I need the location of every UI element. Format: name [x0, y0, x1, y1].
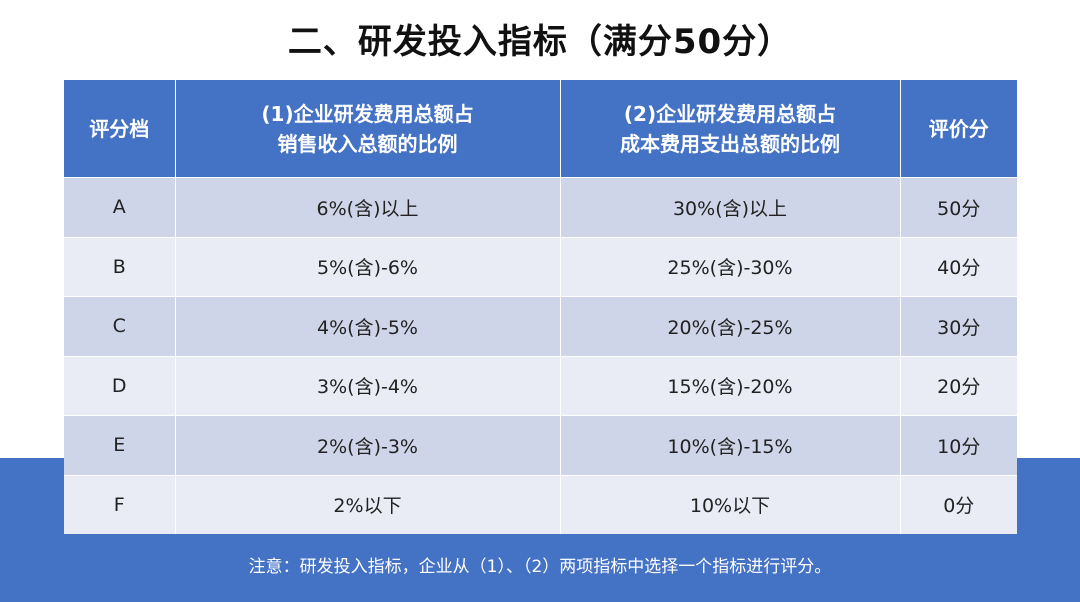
page-title: 二、研发投入指标（满分50分） [287, 22, 793, 62]
cell-grade: F [64, 474, 176, 534]
cell-score: 40分 [900, 236, 1017, 297]
table-row: B 5%(含)-6% 25%(含)-30% 40分 [64, 236, 1017, 297]
cell-grade: E [64, 415, 176, 475]
cell-grade: D [64, 355, 176, 416]
cell-ratio-sales: 2%(含)-3% [175, 415, 561, 475]
footnote: 注意：研发投入指标，企业从（1）、（2）两项指标中选择一个指标进行评分。 [248, 557, 832, 577]
cell-ratio-sales: 6%(含)以上 [175, 177, 561, 237]
cell-ratio-cost: 10%以下 [560, 474, 901, 534]
header-ratio-cost-line1: (2)企业研发费用总额占 [623, 101, 837, 126]
table-row: C 4%(含)-5% 20%(含)-25% 30分 [64, 296, 1017, 356]
cell-score: 30分 [900, 296, 1017, 356]
table-row: F 2%以下 10%以下 0分 [64, 474, 1017, 534]
table-row: A 6%(含)以上 30%(含)以上 50分 [64, 177, 1017, 237]
cell-grade: B [64, 236, 176, 297]
cell-ratio-sales: 5%(含)-6% [175, 236, 561, 297]
score-table: 评分档 (1)企业研发费用总额占 销售收入总额的比例 (2)企业研发费用总额占 … [64, 80, 1017, 534]
header-score-label: 评价分 [928, 116, 989, 141]
table-row: D 3%(含)-4% 15%(含)-20% 20分 [64, 355, 1017, 416]
cell-ratio-cost: 25%(含)-30% [560, 236, 901, 297]
cell-score: 20分 [900, 355, 1017, 416]
cell-ratio-cost: 10%(含)-15% [560, 415, 901, 475]
header-grade: 评分档 [64, 80, 176, 178]
cell-ratio-cost: 30%(含)以上 [560, 177, 901, 237]
cell-ratio-sales: 4%(含)-5% [175, 296, 561, 356]
table-header-row: 评分档 (1)企业研发费用总额占 销售收入总额的比例 (2)企业研发费用总额占 … [64, 80, 1017, 178]
cell-score: 0分 [900, 474, 1017, 534]
header-score: 评价分 [900, 80, 1017, 178]
header-ratio-sales-line2: 销售收入总额的比例 [277, 131, 458, 156]
cell-grade: A [64, 177, 176, 237]
cell-ratio-cost: 15%(含)-20% [560, 355, 901, 416]
header-ratio-cost-line2: 成本费用支出总额的比例 [620, 131, 840, 156]
table-row: E 2%(含)-3% 10%(含)-15% 10分 [64, 415, 1017, 475]
cell-grade: C [64, 296, 176, 356]
cell-score: 10分 [900, 415, 1017, 475]
cell-ratio-sales: 2%以下 [175, 474, 561, 534]
header-ratio-sales: (1)企业研发费用总额占 销售收入总额的比例 [175, 80, 561, 178]
cell-ratio-cost: 20%(含)-25% [560, 296, 901, 356]
cell-score: 50分 [900, 177, 1017, 237]
header-grade-label: 评分档 [89, 116, 150, 141]
header-ratio-sales-line1: (1)企业研发费用总额占 [261, 101, 474, 126]
header-ratio-cost: (2)企业研发费用总额占 成本费用支出总额的比例 [560, 80, 901, 178]
cell-ratio-sales: 3%(含)-4% [175, 355, 561, 416]
